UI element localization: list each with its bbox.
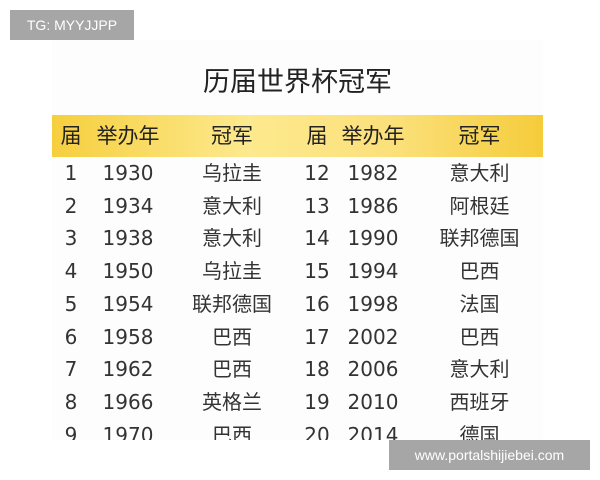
- watermark-top: TG: MYYJJPP: [10, 10, 134, 40]
- cell-edition: 19: [304, 389, 330, 414]
- cell-year: 2010: [347, 389, 399, 414]
- cell-edition: 2: [64, 193, 78, 218]
- table-row: 7 1962 巴西 18 2006 意大利: [52, 353, 543, 386]
- header-champion: 冠军: [458, 124, 501, 148]
- header-year: 举办年: [96, 124, 160, 148]
- table-row: 2 1934 意大利 13 1986 阿根廷: [52, 190, 543, 223]
- cell-edition: 15: [304, 259, 330, 284]
- cell-year: 1990: [347, 226, 399, 251]
- cell-edition: 5: [64, 291, 78, 316]
- table-row: 9 1970 巴西 20 2014 德国: [52, 419, 543, 440]
- table-row: 4 1950 乌拉圭 15 1994 巴西: [52, 255, 543, 288]
- cell-edition: 12: [304, 161, 330, 185]
- watermark-bottom: www.portalshijiebei.com: [389, 440, 590, 470]
- cell-champion: 意大利: [449, 357, 510, 382]
- cell-year: 2002: [347, 324, 399, 349]
- table-row: 3 1938 意大利 14 1990 联邦德国: [52, 222, 543, 255]
- cell-edition: 13: [304, 193, 330, 218]
- table-row: 5 1954 联邦德国 16 1998 法国: [52, 288, 543, 321]
- cell-year: 1930: [102, 161, 154, 185]
- cell-champion: 巴西: [212, 357, 252, 382]
- cell-champion: 巴西: [212, 422, 252, 440]
- cell-year: 1934: [102, 193, 154, 218]
- cell-year: 1938: [102, 226, 154, 251]
- cell-edition: 20: [304, 422, 330, 440]
- table-header: 届 举办年 冠军 届 举办年 冠军: [52, 115, 543, 157]
- table-row: 8 1966 英格兰 19 2010 西班牙: [52, 386, 543, 419]
- cell-year: 1954: [102, 291, 154, 316]
- cell-year: 1950: [102, 259, 154, 284]
- cell-champion: 阿根廷: [449, 193, 510, 218]
- cell-champion: 意大利: [449, 161, 510, 185]
- cell-champion: 巴西: [459, 324, 500, 349]
- cell-edition: 17: [304, 324, 330, 349]
- cell-champion: 乌拉圭: [202, 259, 262, 284]
- cell-year: 1962: [102, 357, 154, 382]
- cell-edition: 14: [304, 226, 330, 251]
- cell-edition: 9: [64, 422, 78, 440]
- cell-edition: 8: [64, 389, 78, 414]
- cell-champion: 联邦德国: [192, 291, 272, 316]
- cell-year: 1994: [347, 259, 399, 284]
- cell-year: 1958: [102, 324, 154, 349]
- cell-edition: 1: [64, 161, 78, 185]
- cell-champion: 意大利: [202, 193, 262, 218]
- cell-year: 1986: [347, 193, 399, 218]
- cell-edition: 18: [304, 357, 330, 382]
- cell-champion: 联邦德国: [439, 226, 520, 251]
- table-row: 6 1958 巴西 17 2002 巴西: [52, 321, 543, 354]
- cell-year: 2006: [347, 357, 399, 382]
- cell-champion: 巴西: [212, 324, 252, 349]
- cell-year: 1970: [102, 422, 154, 440]
- cell-edition: 4: [64, 259, 78, 284]
- cell-year: 1998: [347, 291, 399, 316]
- cell-edition: 16: [304, 291, 330, 316]
- cell-champion: 英格兰: [202, 389, 262, 414]
- header-champion: 冠军: [211, 124, 253, 148]
- cell-edition: 7: [64, 357, 78, 382]
- champions-table: 历届世界杯冠军 届 举办年 冠军 届 举办年 冠军 1 1930 乌拉圭 12 1982…: [52, 40, 543, 440]
- table-title: 历届世界杯冠军: [203, 67, 392, 98]
- cell-champion: 德国: [459, 422, 500, 440]
- cell-edition: 6: [64, 324, 78, 349]
- cell-edition: 3: [64, 226, 78, 251]
- header-edition: 届: [60, 124, 82, 148]
- table-row: 1 1930 乌拉圭 12 1982 意大利: [52, 157, 543, 190]
- cell-year: 2014: [347, 422, 399, 440]
- cell-year: 1982: [347, 161, 399, 185]
- cell-champion: 法国: [459, 291, 500, 316]
- cell-champion: 乌拉圭: [202, 161, 262, 185]
- cell-year: 1966: [102, 389, 154, 414]
- header-edition: 届: [306, 124, 328, 148]
- cell-champion: 西班牙: [449, 389, 510, 414]
- cell-champion: 意大利: [202, 226, 262, 251]
- cell-champion: 巴西: [459, 259, 500, 284]
- header-year: 举办年: [341, 124, 405, 148]
